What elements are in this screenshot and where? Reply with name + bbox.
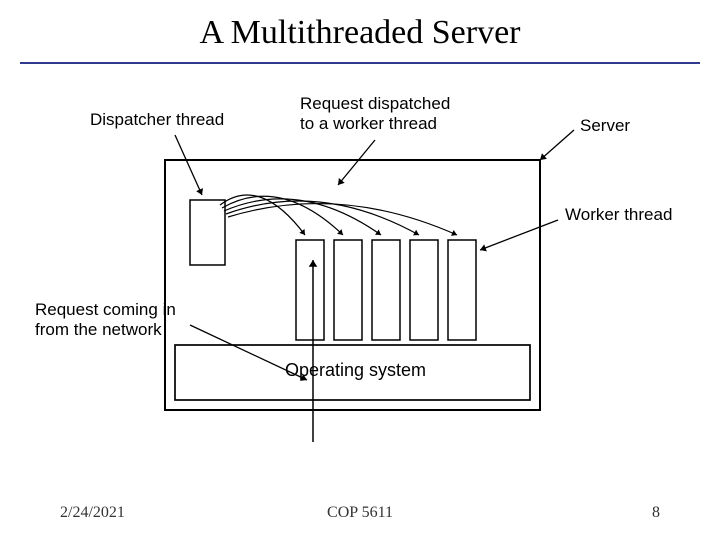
label-request-dispatched-1: Request dispatched xyxy=(300,94,450,114)
label-request-dispatched-2: to a worker thread xyxy=(300,114,437,134)
label-server: Server xyxy=(580,116,630,136)
title-underline xyxy=(20,62,700,64)
label-dispatcher: Dispatcher thread xyxy=(90,110,224,130)
label-worker: Worker thread xyxy=(565,205,672,225)
diagram-svg xyxy=(0,80,720,460)
label-request-in-1: Request coming in xyxy=(35,300,176,320)
label-os: Operating system xyxy=(285,360,426,382)
footer-course: COP 5611 xyxy=(0,504,720,522)
label-request-in-2: from the network xyxy=(35,320,162,340)
diagram-area: Dispatcher thread Request dispatched to … xyxy=(0,80,720,460)
footer-page: 8 xyxy=(652,504,660,522)
page-title: A Multithreaded Server xyxy=(0,0,720,52)
